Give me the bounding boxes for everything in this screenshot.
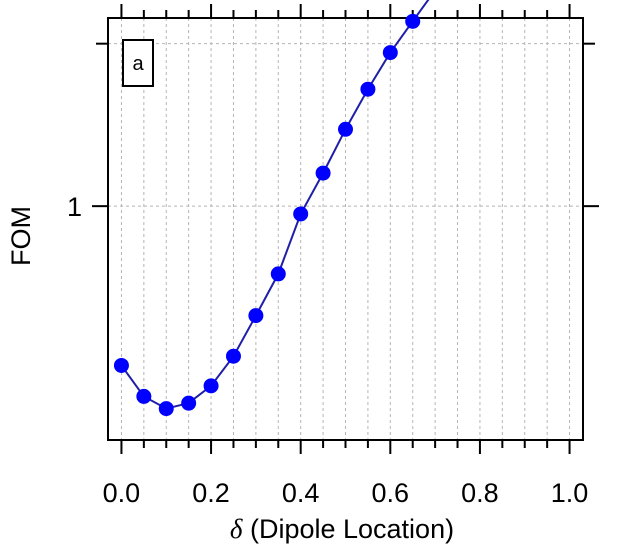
x-tick-label: 0.0	[103, 478, 141, 508]
data-point	[136, 388, 152, 404]
data-point	[360, 81, 376, 97]
y-tick-label: 1	[67, 192, 82, 222]
data-point	[293, 206, 309, 222]
data-point	[181, 395, 197, 411]
data-point	[203, 378, 219, 394]
data-point	[113, 357, 129, 373]
x-tick-label: 0.2	[192, 478, 230, 508]
data-point	[225, 348, 241, 364]
x-tick-label: 1.0	[551, 478, 589, 508]
panel-label-box: a	[122, 39, 154, 87]
x-tick-label: 0.6	[372, 478, 410, 508]
data-point	[158, 401, 174, 417]
axes: 0.0 0.2 0.4 0.6 0.8 1.0 1	[67, 4, 599, 508]
data-point	[315, 165, 331, 181]
x-tick-label: 0.8	[461, 478, 499, 508]
data-point	[338, 121, 353, 137]
grid	[108, 18, 583, 440]
data-point	[382, 45, 398, 61]
panel-label: a	[132, 53, 144, 75]
x-tick-label: 0.4	[282, 478, 320, 508]
series-fom	[113, 0, 430, 417]
data-point	[270, 266, 286, 282]
y-axis-label: FOM	[6, 206, 36, 266]
data-point	[248, 308, 264, 324]
data-point	[405, 13, 421, 29]
x-axis-label: δ (Dipole Location)	[230, 514, 454, 544]
